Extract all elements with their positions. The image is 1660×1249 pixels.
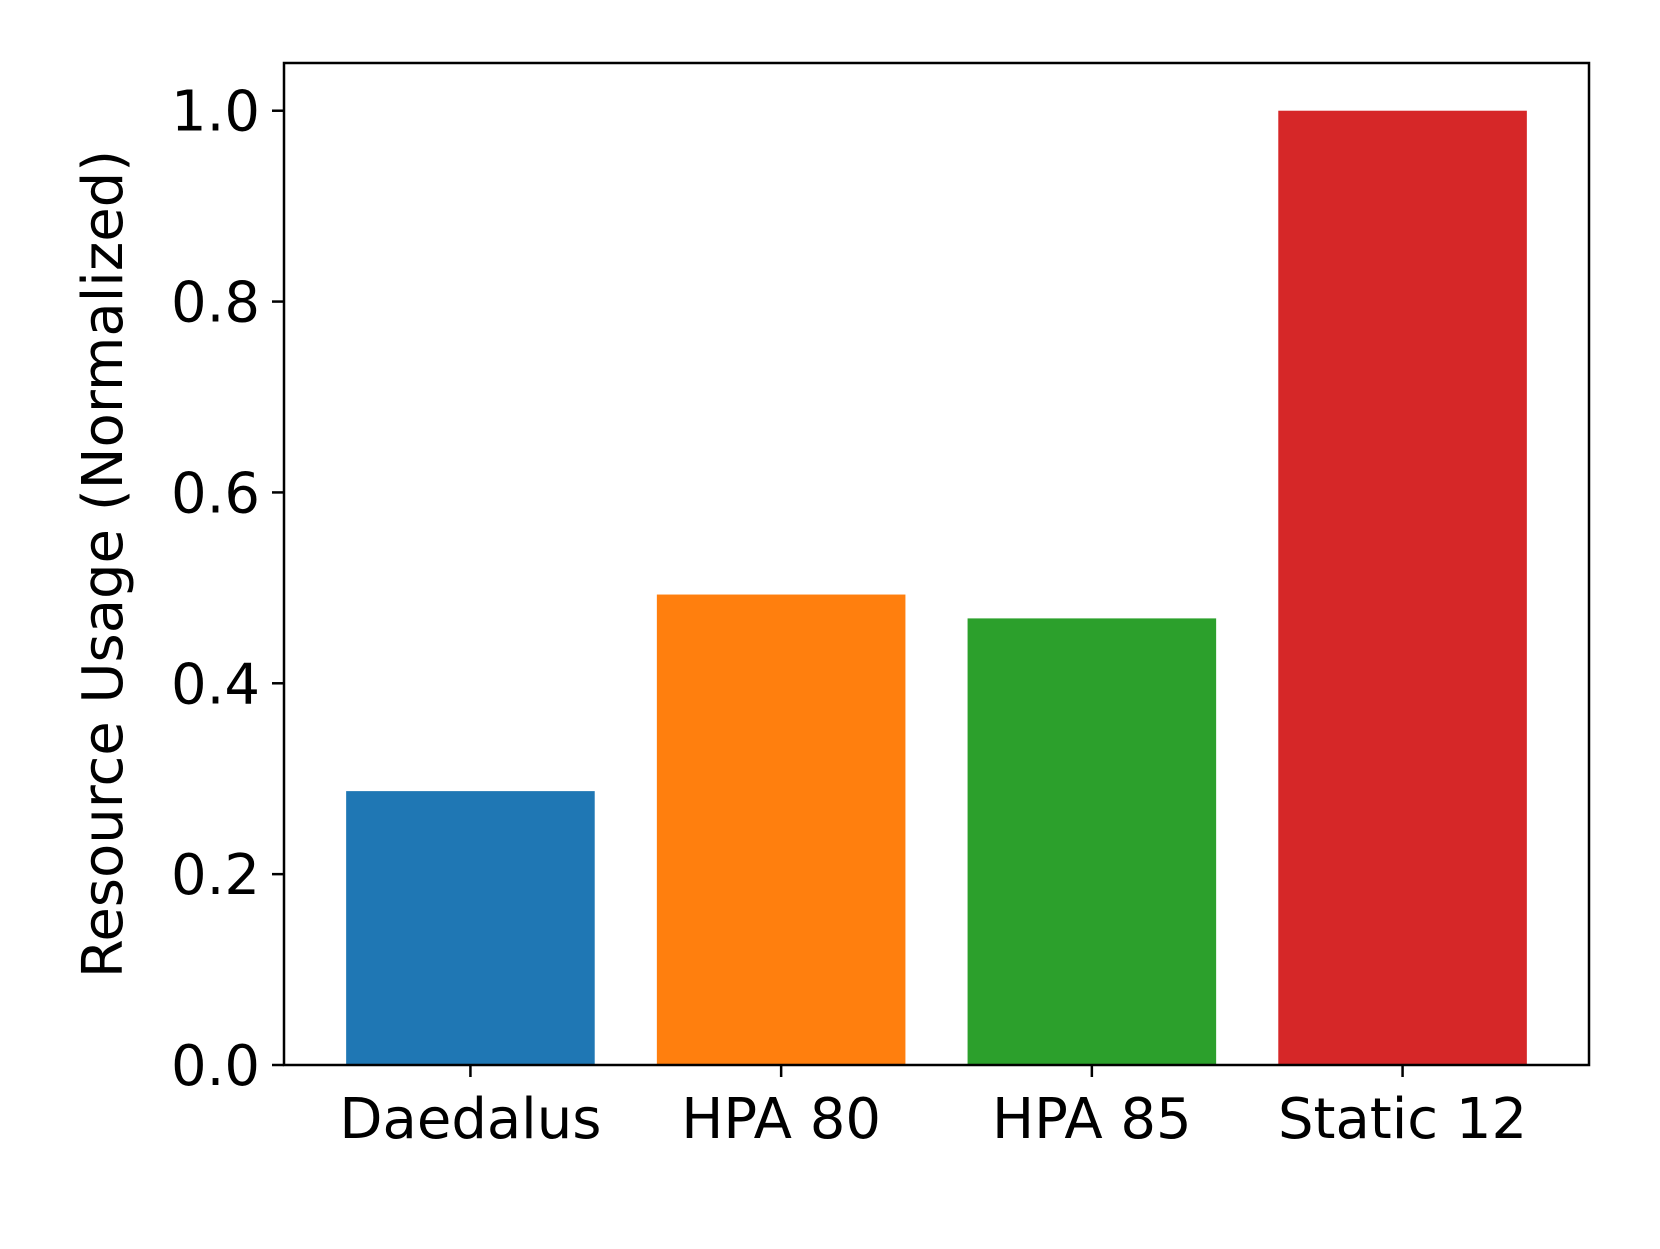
bar-static-12 bbox=[1278, 110, 1527, 1065]
bars-layer bbox=[346, 110, 1527, 1065]
y-tick-label: 0.6 bbox=[171, 461, 260, 526]
plot-frame bbox=[282, 61, 1591, 1067]
y-tick-label: 0.0 bbox=[171, 1034, 260, 1099]
bar-hpa-80 bbox=[656, 594, 906, 1065]
y-tick-label: 0.8 bbox=[171, 271, 260, 336]
x-tick-label: Static 12 bbox=[1278, 1087, 1527, 1152]
y-tick-label: 0.2 bbox=[171, 843, 260, 908]
y-ticks: 0.0 0.2 0.4 0.6 0.8 1.0 bbox=[171, 80, 284, 1099]
y-tick-label: 0.4 bbox=[171, 652, 260, 717]
x-tick-label: Daedalus bbox=[339, 1087, 601, 1152]
y-axis-label: Resource Usage (Normalized) bbox=[71, 150, 136, 978]
x-tick-label: HPA 80 bbox=[681, 1087, 881, 1152]
y-tick-label: 1.0 bbox=[171, 80, 260, 145]
bar-hpa-85 bbox=[967, 618, 1217, 1065]
x-tick-label: HPA 85 bbox=[992, 1087, 1192, 1152]
x-ticks: Daedalus HPA 80 HPA 85 Static 12 bbox=[339, 1065, 1527, 1152]
bar-daedalus bbox=[346, 791, 595, 1065]
